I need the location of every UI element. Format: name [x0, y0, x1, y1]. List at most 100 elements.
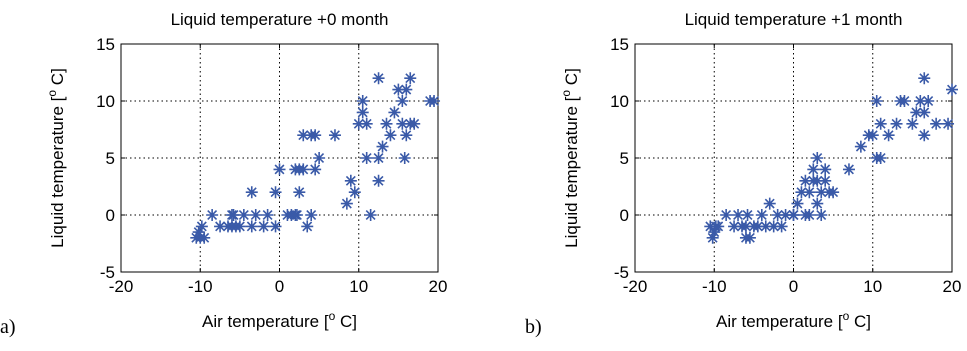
data-point	[245, 186, 258, 199]
y-tick-label: 0	[106, 206, 115, 225]
data-point	[195, 220, 208, 233]
x-tick-label: 10	[349, 277, 368, 296]
data-point	[906, 117, 919, 130]
data-point	[198, 231, 211, 244]
data-point	[779, 209, 792, 221]
data-point	[372, 174, 385, 187]
data-point	[227, 209, 240, 221]
data-point	[206, 209, 219, 221]
data-point	[918, 72, 931, 85]
data-point	[233, 220, 246, 233]
data-point	[930, 117, 943, 130]
data-point	[269, 220, 282, 233]
data-point	[356, 95, 369, 107]
y-tick-label: 10	[610, 92, 629, 111]
data-point	[827, 186, 840, 199]
data-point	[392, 83, 405, 96]
data-point	[767, 220, 780, 233]
data-point	[396, 117, 409, 130]
data-point	[866, 129, 879, 142]
data-point	[842, 163, 855, 176]
data-point	[400, 129, 413, 142]
data-point	[922, 95, 935, 107]
data-point	[795, 186, 808, 199]
data-point	[305, 209, 318, 221]
data-point	[388, 106, 401, 119]
data-point	[815, 209, 828, 221]
x-tick-label: 0	[789, 277, 798, 296]
data-point	[706, 231, 719, 244]
data-point	[811, 174, 824, 187]
data-point	[340, 197, 353, 210]
data-point	[708, 226, 721, 239]
data-point	[910, 106, 923, 119]
data-point	[344, 174, 357, 187]
chart-title: Liquid temperature +1 month	[685, 10, 903, 29]
data-point	[811, 197, 824, 210]
y-tick-label: 0	[620, 206, 629, 225]
data-point	[898, 95, 911, 107]
data-point	[811, 152, 824, 164]
data-point	[400, 83, 413, 96]
data-point	[404, 72, 417, 85]
data-point	[297, 163, 310, 176]
x-tick-label: 20	[429, 277, 448, 296]
data-point	[791, 197, 804, 210]
data-point	[273, 163, 286, 176]
x-axis-label: Air temperature [o C]	[716, 309, 871, 331]
data-point	[720, 209, 733, 221]
data-point	[297, 129, 310, 142]
y-tick-label: 15	[96, 35, 115, 54]
data-point	[914, 95, 927, 107]
data-point	[249, 209, 262, 221]
x-tick-label: 0	[275, 277, 284, 296]
data-point	[815, 186, 828, 199]
data-point	[763, 197, 776, 210]
data-point	[918, 129, 931, 142]
x-tick-label: 20	[943, 277, 962, 296]
y-tick-label: -5	[100, 263, 115, 282]
data-point	[328, 129, 341, 142]
data-point	[918, 106, 931, 119]
data-point	[854, 140, 867, 153]
x-axis-label: Air temperature [o C]	[202, 309, 357, 331]
y-tick-label: -5	[614, 263, 629, 282]
data-point	[313, 152, 326, 164]
data-point	[360, 117, 373, 130]
panel-label-b: b)	[525, 316, 542, 338]
data-point	[398, 152, 411, 164]
data-point	[384, 129, 397, 142]
data-point	[890, 117, 903, 130]
data-point	[380, 117, 393, 130]
data-point	[309, 129, 322, 142]
data-point	[743, 231, 756, 244]
data-point	[942, 117, 955, 130]
panel-label-a: a)	[0, 316, 16, 338]
data-point	[356, 106, 369, 119]
data-point	[261, 209, 274, 221]
data-point	[214, 220, 227, 233]
data-point	[741, 209, 754, 221]
data-point	[751, 220, 764, 233]
data-point	[946, 83, 958, 96]
data-point	[348, 186, 361, 199]
data-point	[807, 163, 820, 176]
data-point	[301, 220, 314, 233]
data-point	[819, 174, 832, 187]
data-point	[290, 209, 303, 221]
data-point	[372, 152, 385, 164]
data-point	[372, 72, 385, 85]
data-point	[759, 220, 772, 233]
x-tick-label: -10	[702, 277, 727, 296]
data-point	[732, 209, 745, 221]
data-point	[237, 209, 250, 221]
data-point	[293, 186, 306, 199]
data-point	[309, 163, 322, 176]
y-tick-label: 5	[620, 149, 629, 168]
x-tick-label: 10	[863, 277, 882, 296]
data-point	[874, 152, 887, 164]
data-point	[882, 129, 895, 142]
data-point	[755, 209, 768, 221]
data-point	[819, 163, 832, 176]
data-point	[870, 95, 883, 107]
